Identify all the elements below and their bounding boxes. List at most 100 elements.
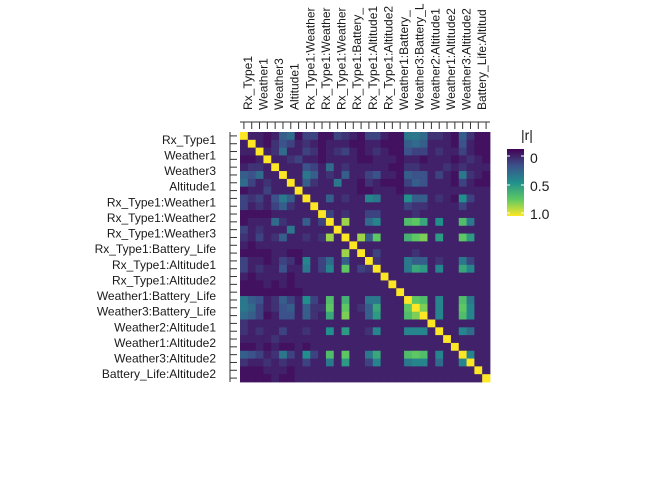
- heatmap-cell: [458, 366, 467, 375]
- heatmap-cell: [310, 319, 319, 328]
- heatmap-cell: [380, 178, 389, 188]
- heatmap-cell: [271, 249, 280, 258]
- heatmap-cell: [357, 217, 366, 227]
- heatmap-cell: [419, 163, 428, 172]
- heatmap-cell: [279, 194, 288, 203]
- heatmap-cell: [247, 288, 257, 297]
- heatmap-cell: [279, 264, 288, 274]
- heatmap-cell: [458, 303, 467, 313]
- heatmap-cell: [310, 194, 319, 203]
- heatmap-cell: [443, 264, 452, 274]
- heatmap-cell: [271, 272, 280, 281]
- heatmap-cell: [333, 342, 342, 352]
- heatmap-cell: [404, 210, 413, 219]
- heatmap-cell: [294, 327, 303, 336]
- heatmap-cell: [263, 233, 272, 242]
- heatmap-cell: [333, 366, 342, 375]
- heatmap-cell: [458, 350, 467, 359]
- heatmap-cell: [380, 163, 389, 172]
- heatmap-cell: [466, 296, 475, 305]
- heatmap-cell: [333, 194, 342, 203]
- heatmap-cell: [388, 358, 397, 367]
- heatmap-cell: [466, 241, 475, 250]
- heatmap-cell: [279, 178, 288, 188]
- heatmap-cell: [388, 171, 397, 180]
- heatmap-cell: [247, 358, 257, 367]
- heatmap-cell: [466, 147, 475, 156]
- heatmap-cell: [302, 366, 311, 375]
- heatmap-cell: [443, 319, 452, 328]
- heatmap-cell: [294, 210, 303, 219]
- y-tick-label: Rx_Type1:Altitude1: [112, 258, 216, 272]
- heatmap-cell: [404, 288, 413, 297]
- heatmap-cell: [333, 257, 342, 266]
- heatmap-cell: [357, 147, 366, 156]
- heatmap-cell: [443, 163, 452, 172]
- heatmap-cell: [255, 132, 264, 141]
- heatmap-cell: [411, 155, 421, 164]
- heatmap-cell: [466, 342, 475, 352]
- heatmap-cell: [357, 319, 366, 328]
- heatmap-cell: [482, 358, 491, 367]
- heatmap-cell: [419, 139, 428, 149]
- heatmap-cell: [396, 280, 405, 289]
- heatmap-cell: [341, 350, 350, 359]
- heatmap-cell: [380, 210, 389, 219]
- heatmap-cell: [427, 327, 436, 336]
- heatmap-cell: [482, 233, 491, 242]
- heatmap-cell: [310, 233, 319, 242]
- heatmap-cell: [349, 272, 358, 281]
- heatmap-cell: [286, 288, 296, 297]
- heatmap-cell: [443, 233, 452, 242]
- heatmap-cell: [404, 202, 413, 211]
- heatmap-cell: [435, 264, 444, 274]
- heatmap-cell: [466, 163, 475, 172]
- heatmap-cell: [458, 225, 467, 234]
- heatmap-cell: [318, 342, 327, 352]
- heatmap-cell: [240, 186, 249, 195]
- heatmap-cell: [482, 147, 491, 156]
- heatmap-cell: [396, 147, 405, 156]
- heatmap-cell: [365, 163, 374, 172]
- heatmap-cell: [247, 264, 257, 274]
- heatmap-cell: [404, 280, 413, 289]
- heatmap-cell: [349, 303, 358, 313]
- heatmap-cell: [310, 311, 319, 320]
- heatmap-cell: [263, 319, 272, 328]
- heatmap-cell: [411, 178, 421, 188]
- heatmap-cell: [294, 147, 303, 156]
- heatmap-cell: [474, 217, 483, 227]
- heatmap-cell: [263, 139, 272, 149]
- heatmap-cell: [271, 241, 280, 250]
- heatmap-cell: [294, 303, 303, 313]
- heatmap-cell: [294, 288, 303, 297]
- heatmap-cell: [443, 171, 452, 180]
- heatmap-cell: [427, 210, 436, 219]
- heatmap-cell: [302, 217, 311, 227]
- heatmap-cell: [333, 132, 342, 141]
- heatmap-cell: [263, 249, 272, 258]
- heatmap-cell: [247, 132, 257, 141]
- heatmap-cell: [411, 296, 421, 305]
- heatmap-cell: [341, 194, 350, 203]
- heatmap-cell: [325, 186, 335, 195]
- heatmap-cell: [271, 202, 280, 211]
- heatmap-cell: [255, 264, 264, 274]
- heatmap-cell: [411, 327, 421, 336]
- heatmap-cell: [450, 132, 460, 141]
- heatmap-cell: [333, 249, 342, 258]
- heatmap-cell: [240, 342, 249, 352]
- heatmap-cell: [404, 358, 413, 367]
- heatmap-cell: [318, 257, 327, 266]
- heatmap-cell: [310, 249, 319, 258]
- heatmap-cell: [419, 186, 428, 195]
- heatmap-cell: [466, 233, 475, 242]
- heatmap-cell: [396, 241, 405, 250]
- heatmap-cell: [482, 296, 491, 305]
- heatmap-cell: [240, 217, 249, 227]
- heatmap-cell: [365, 233, 374, 242]
- heatmap-cell: [482, 249, 491, 258]
- heatmap-cell: [474, 186, 483, 195]
- heatmap-cell: [302, 186, 311, 195]
- heatmap-cell: [482, 171, 491, 180]
